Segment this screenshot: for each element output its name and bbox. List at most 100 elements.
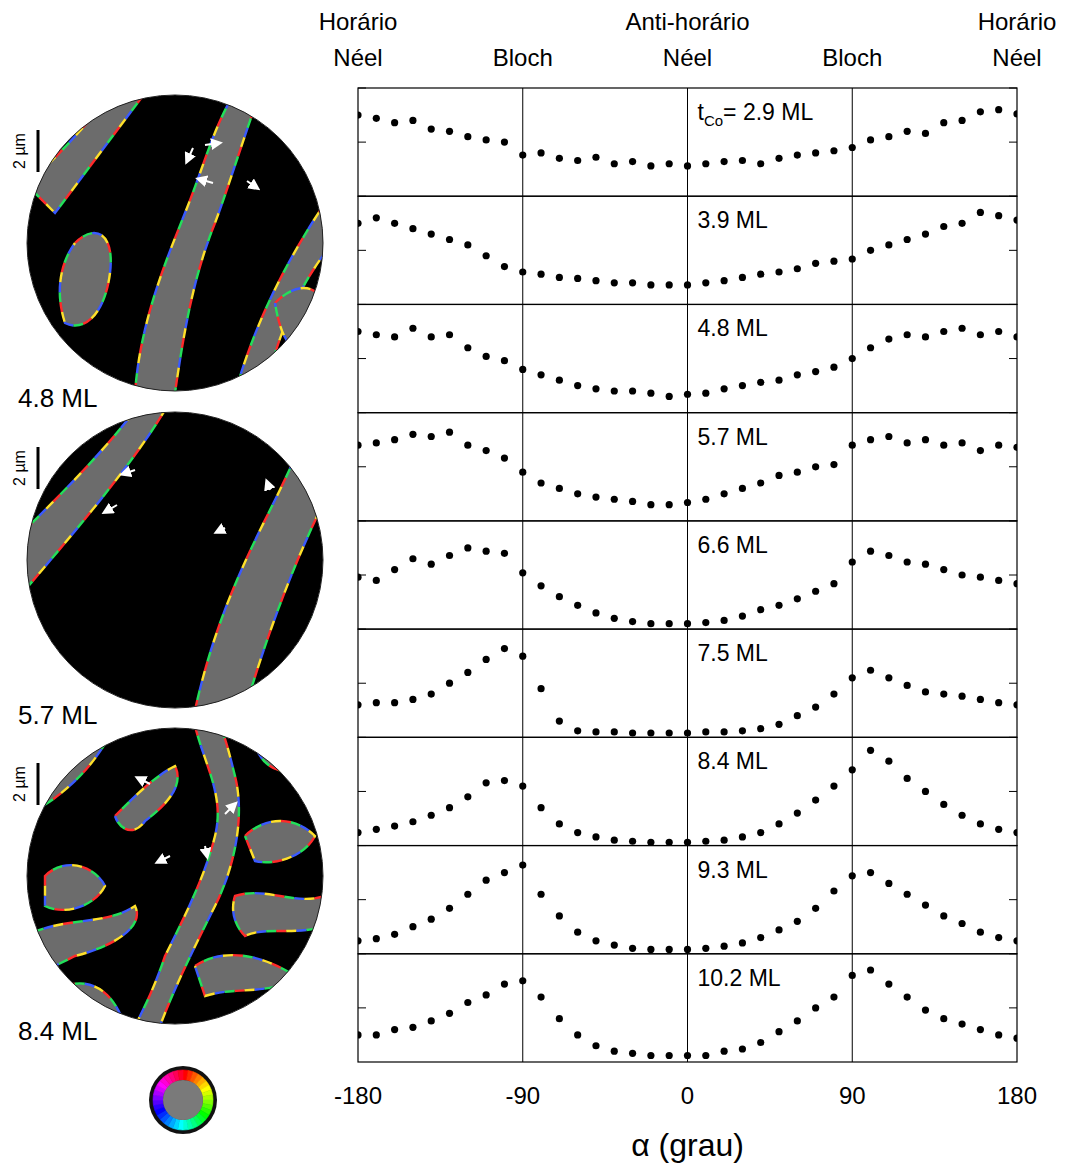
data-point — [995, 442, 1002, 449]
data-point — [885, 241, 892, 248]
data-point — [592, 728, 599, 735]
domain-wall — [285, 590, 325, 710]
header-label: Horário — [978, 8, 1057, 35]
points — [358, 861, 1017, 953]
grid-line — [687, 88, 688, 196]
data-point — [483, 991, 490, 998]
wall-arrow — [267, 482, 270, 490]
domain-wall — [195, 410, 325, 710]
data-point — [629, 279, 636, 286]
data-point — [647, 1052, 654, 1059]
data-point — [391, 333, 398, 340]
data-point — [958, 693, 965, 700]
panel: tCo= 2.9 ML — [354, 88, 1020, 196]
y-tick — [358, 466, 366, 467]
domain-wall — [275, 288, 325, 351]
data-point — [464, 133, 471, 140]
points — [358, 645, 1017, 737]
domain-wall — [115, 766, 178, 830]
y-tick — [358, 899, 366, 900]
y-tick — [1009, 683, 1017, 684]
domain-wall — [195, 410, 325, 710]
data-point — [721, 158, 728, 165]
domain — [45, 865, 105, 910]
data-point — [757, 934, 764, 941]
domain-wall — [233, 893, 325, 936]
data-point — [556, 820, 563, 827]
data-point — [592, 609, 599, 616]
data-point — [501, 455, 508, 462]
scale-bar-label: 2 µm — [11, 766, 28, 802]
data-point — [574, 490, 581, 497]
data-point — [446, 680, 453, 687]
data-point — [592, 493, 599, 500]
data-point — [556, 718, 563, 725]
domain-wall — [115, 766, 178, 830]
data-point — [922, 788, 929, 795]
points — [358, 544, 1017, 627]
grid-line — [522, 954, 523, 1062]
data-point — [391, 436, 398, 443]
data-point — [977, 1026, 984, 1033]
data-point — [537, 371, 544, 378]
image-content — [25, 410, 325, 710]
data-point — [373, 1031, 380, 1038]
domains — [25, 93, 325, 393]
domain-wall — [60, 233, 111, 326]
data-point — [812, 149, 819, 156]
data-point — [446, 128, 453, 135]
points — [358, 209, 1017, 289]
wall-arrow — [123, 470, 135, 474]
panel-label: 8.4 ML — [698, 748, 769, 774]
data-point — [519, 861, 526, 868]
data-point — [409, 325, 416, 332]
grid-line — [852, 413, 853, 521]
data-point — [483, 656, 490, 663]
data-point — [537, 271, 544, 278]
domain-wall — [25, 410, 165, 590]
data-point — [977, 929, 984, 936]
domain — [245, 821, 315, 862]
data-point — [702, 279, 709, 286]
data-point — [922, 1006, 929, 1013]
data-point — [922, 333, 929, 340]
image-label: 4.8 ML — [18, 383, 98, 413]
data-point — [702, 728, 709, 735]
wall-arrow — [199, 179, 213, 183]
data-point — [409, 431, 416, 438]
data-point — [849, 255, 856, 262]
data-point — [721, 728, 728, 735]
data-point — [794, 469, 801, 476]
data-point — [629, 158, 636, 165]
data-point — [428, 916, 435, 923]
data-point — [739, 382, 746, 389]
wall-arrow — [205, 846, 207, 856]
data-point — [428, 812, 435, 819]
data-point — [592, 277, 599, 284]
data-point — [721, 277, 728, 284]
data-point — [849, 872, 856, 879]
data-point — [592, 385, 599, 392]
domain-wall — [245, 821, 315, 862]
panel-frame — [358, 846, 1017, 954]
data-point — [940, 442, 947, 449]
data-point — [794, 712, 801, 719]
data-point — [977, 209, 984, 216]
data-point — [483, 353, 490, 360]
data-point — [611, 942, 618, 949]
panel-frame — [358, 88, 1017, 196]
data-point — [428, 561, 435, 568]
data-point — [574, 1031, 581, 1038]
y-tick — [358, 791, 366, 792]
data-point — [794, 809, 801, 816]
data-point — [464, 544, 471, 551]
data-point — [373, 214, 380, 221]
data-point — [464, 891, 471, 898]
x-tick-label: 0 — [681, 1082, 694, 1109]
data-point — [373, 577, 380, 584]
data-point — [794, 595, 801, 602]
domain-wall — [285, 590, 325, 710]
data-point — [977, 574, 984, 581]
grid-line — [522, 737, 523, 845]
grid-line — [522, 629, 523, 737]
